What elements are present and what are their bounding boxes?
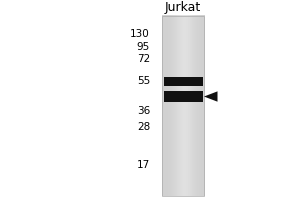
Polygon shape [204, 91, 218, 102]
Text: Jurkat: Jurkat [165, 1, 201, 14]
Text: 95: 95 [137, 42, 150, 52]
Bar [162, 16, 204, 196]
Text: 130: 130 [130, 29, 150, 39]
Bar [164, 91, 202, 102]
Text: 28: 28 [137, 122, 150, 132]
Text: 72: 72 [137, 54, 150, 64]
Text: 17: 17 [137, 160, 150, 170]
Bar [164, 77, 202, 86]
Text: 36: 36 [137, 106, 150, 116]
Text: 55: 55 [137, 76, 150, 86]
